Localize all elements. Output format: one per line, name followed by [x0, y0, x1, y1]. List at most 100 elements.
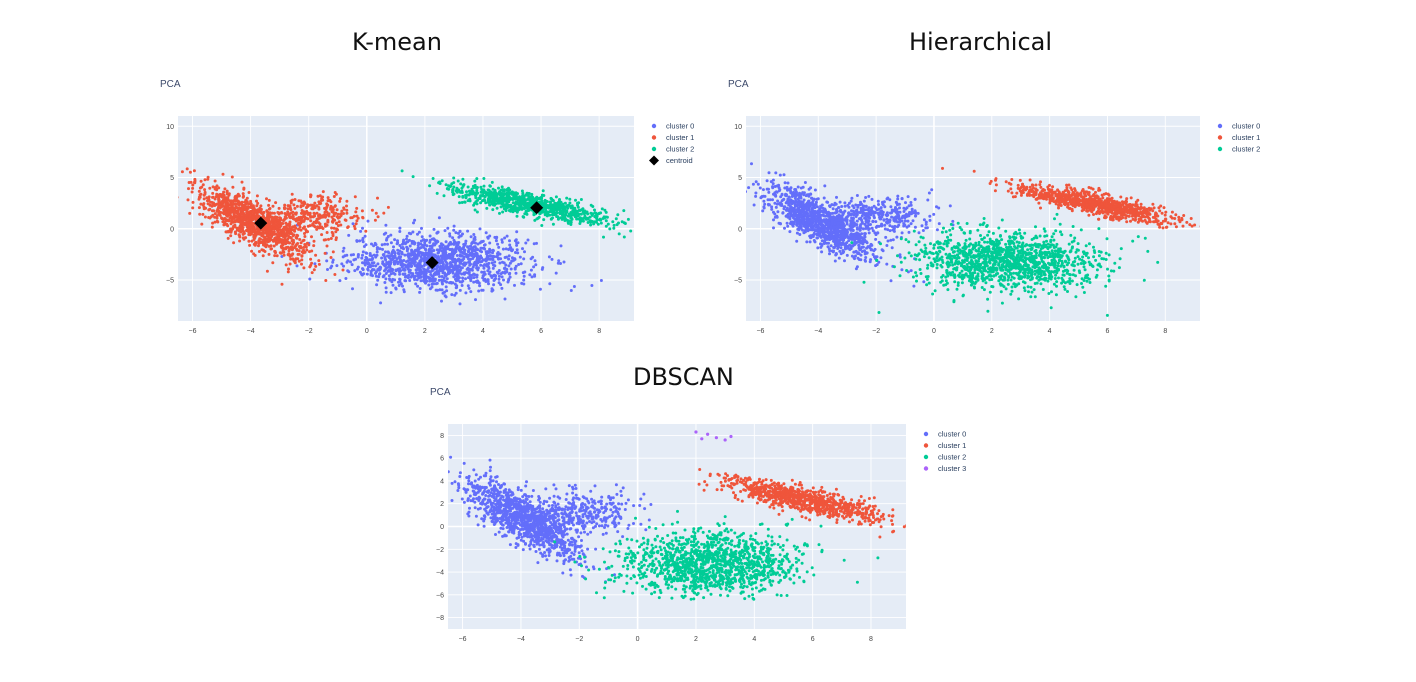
data-point	[233, 210, 236, 214]
data-point	[809, 192, 813, 196]
data-point	[877, 203, 880, 206]
x-tick-label: 6	[1106, 328, 1110, 335]
data-point	[313, 201, 317, 205]
data-point	[469, 235, 473, 239]
data-point	[306, 224, 310, 228]
data-point	[837, 224, 840, 228]
data-point	[238, 239, 242, 243]
data-point	[317, 216, 321, 220]
data-point	[758, 186, 762, 190]
data-point	[496, 242, 500, 246]
data-point	[230, 204, 234, 208]
data-point	[473, 235, 477, 239]
data-point	[465, 190, 468, 194]
data-point	[288, 214, 291, 218]
data-point	[201, 183, 205, 187]
data-point	[397, 255, 401, 259]
data-point	[568, 204, 572, 208]
data-point	[158, 166, 161, 169]
y-tick-label: 5	[738, 175, 742, 182]
data-point	[611, 220, 615, 224]
data-point	[491, 208, 495, 212]
data-point	[874, 255, 878, 259]
data-point	[211, 195, 214, 199]
data-point	[341, 249, 345, 253]
data-point	[203, 215, 207, 219]
data-point	[417, 272, 420, 276]
data-point	[213, 220, 217, 224]
data-point	[880, 248, 884, 252]
data-point	[460, 280, 464, 284]
data-point	[283, 215, 287, 219]
y-tick-label: 0	[738, 226, 742, 233]
data-point	[482, 177, 486, 180]
data-point	[829, 244, 833, 248]
x-tick-label: −4	[814, 328, 822, 335]
data-point	[324, 279, 328, 282]
data-point	[265, 269, 269, 273]
data-point	[840, 205, 844, 208]
data-point	[411, 230, 415, 234]
data-point	[370, 254, 374, 258]
data-point	[599, 221, 603, 225]
data-point	[791, 194, 795, 197]
data-point	[394, 286, 398, 290]
data-point	[853, 243, 857, 246]
data-point	[807, 208, 811, 212]
data-point	[509, 267, 513, 271]
data-point	[471, 246, 475, 250]
data-point	[497, 269, 501, 272]
data-point	[569, 216, 573, 220]
data-point	[409, 232, 413, 236]
data-point	[458, 245, 461, 249]
data-point	[227, 219, 231, 223]
data-point	[304, 245, 308, 249]
data-point	[305, 248, 309, 252]
data-point	[429, 273, 433, 276]
data-point	[514, 264, 518, 268]
data-point	[484, 231, 488, 235]
data-point	[481, 288, 485, 292]
data-point	[313, 262, 317, 266]
data-point	[402, 267, 406, 271]
x-tick-label: 8	[1163, 328, 1167, 335]
data-point	[225, 192, 229, 196]
data-point	[324, 214, 328, 217]
data-point	[445, 187, 449, 191]
points-layer	[746, 162, 1200, 317]
data-point	[259, 204, 263, 208]
data-point	[384, 267, 388, 271]
data-point	[599, 279, 603, 282]
legend-label: cluster 0	[666, 122, 694, 131]
data-point	[361, 268, 365, 272]
data-point	[255, 204, 259, 208]
data-point	[473, 260, 477, 264]
data-point	[424, 248, 428, 252]
data-point	[293, 229, 297, 233]
data-point	[361, 253, 364, 257]
data-point	[241, 192, 245, 196]
data-point	[248, 223, 252, 227]
data-point	[202, 202, 206, 206]
data-point	[483, 195, 487, 199]
data-point	[482, 274, 486, 277]
data-point	[286, 237, 290, 241]
data-point	[325, 259, 329, 263]
data-point	[518, 255, 522, 259]
data-point	[891, 238, 895, 242]
data-point	[260, 240, 263, 244]
data-point	[297, 249, 301, 253]
data-point	[813, 206, 817, 210]
data-point	[480, 270, 484, 274]
data-point	[832, 216, 836, 220]
data-point	[879, 256, 883, 260]
data-point	[326, 196, 330, 200]
data-point	[452, 228, 456, 232]
data-point	[883, 227, 887, 231]
data-point	[300, 209, 304, 212]
data-point	[473, 273, 477, 277]
data-point	[497, 245, 501, 249]
data-point	[474, 251, 478, 255]
data-point	[416, 267, 420, 271]
